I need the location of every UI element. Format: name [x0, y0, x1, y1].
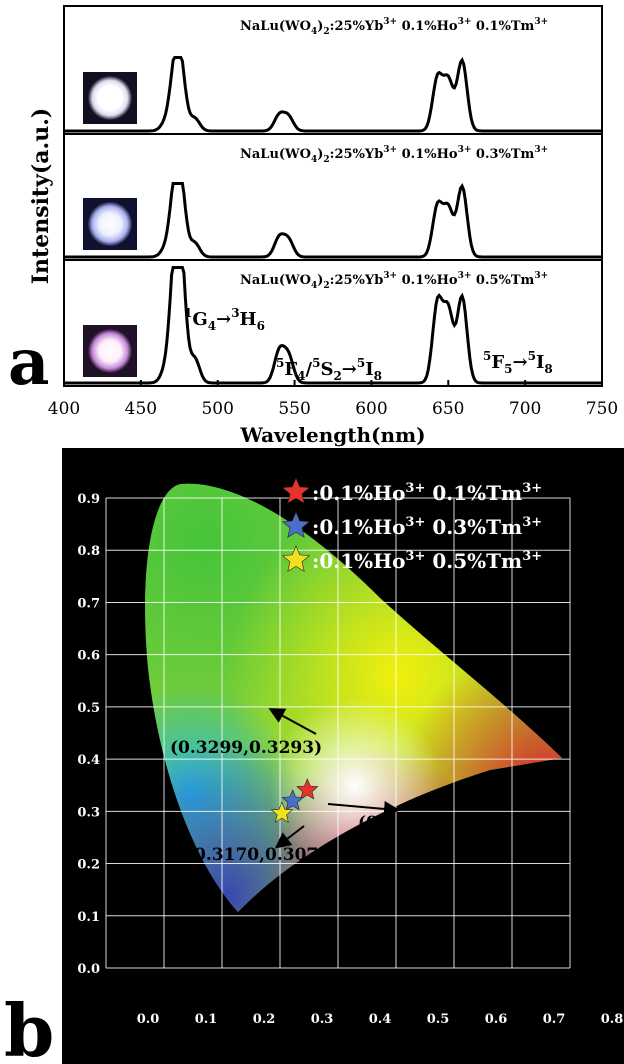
svg-text:NaLu(WO4)2:25%Yb3+ 0.1%Ho3+ 0.: NaLu(WO4)2:25%Yb3+ 0.1%Ho3+ 0.1%Tm3+ — [240, 17, 548, 37]
legend-label-1: :0.1%Ho3+ 0.1%Tm3+ — [312, 481, 542, 505]
legend-star-2 — [281, 511, 311, 538]
data-point-star-1 — [296, 778, 319, 800]
x-tick-label: 0.8 — [601, 1012, 624, 1027]
x-tick-label: 600 — [355, 399, 387, 419]
legend-label-3: :0.1%Ho3+ 0.5%Tm3+ — [312, 549, 542, 573]
x-tick-label: 0.1 — [195, 1012, 218, 1027]
x-tick-label: 0.0 — [137, 1012, 160, 1027]
spectrum-line-2 — [64, 182, 602, 259]
y-tick-label: 0.8 — [77, 544, 100, 559]
x-tick-label: 0.7 — [543, 1012, 566, 1027]
x-tick-label: 750 — [586, 399, 618, 419]
y-tick-label: 0.4 — [77, 753, 100, 768]
transition-label-blue: 1G4→3H6 — [184, 306, 265, 333]
x-tick-label: 650 — [432, 399, 464, 419]
transition-label-red: 5F5→5I8 — [483, 349, 553, 376]
cie-diagram: 0.0 0.1 0.2 0.3 0.4 0.5 0.6 0.7 0.8 0.9 0.0 0.1 0.2 0… — [4, 448, 624, 1064]
legend-star-1 — [281, 477, 311, 504]
legend: :0.1%Ho3+ 0.1%Tm3+ :0.1%Ho3+ 0.3%Tm3+ :0.1… — [281, 477, 542, 573]
spectrum-line-1 — [64, 56, 602, 133]
x-tick-label: 500 — [201, 399, 233, 419]
x-tick-label: 0.4 — [369, 1012, 392, 1027]
panel-label-b: b — [4, 988, 54, 1064]
x-tick-label: 0.3 — [311, 1012, 334, 1027]
y-tick-label: 0.0 — [77, 962, 100, 977]
chromaticity-points — [270, 778, 319, 823]
emission-spectra-chart: NaLu(WO4)2:25%Yb3+ 0.1%Ho3+ 0.1%Tm3+ NaL… — [8, 5, 618, 447]
x-axis-ticks: 400 450 500 550 600 650 700 750 — [48, 380, 618, 419]
y-tick-label: 0.1 — [77, 910, 100, 925]
sample-photo-3 — [83, 325, 137, 377]
transition-label-green: 5F4/5S2→5I8 — [276, 356, 382, 383]
x-tick-label: 0.2 — [253, 1012, 276, 1027]
x-tick-label: 0.5 — [427, 1012, 450, 1027]
y-axis-title: Intensity(a.u.) — [28, 108, 54, 285]
spectra-group — [64, 56, 602, 385]
sample-photo-2 — [83, 198, 137, 250]
legend-star-3 — [281, 545, 311, 572]
data-point-star-3 — [270, 801, 294, 823]
annotation-label-1: (0.3299,0.3293) — [170, 738, 322, 758]
x-tick-label: 450 — [125, 399, 157, 419]
panel-label-a: a — [8, 325, 49, 400]
svg-text:NaLu(WO4)2:25%Yb3+ 0.1%Ho3+ 0.: NaLu(WO4)2:25%Yb3+ 0.1%Ho3+ 0.3%Tm3+ — [240, 145, 548, 165]
annotation-arrow-3 — [274, 825, 305, 849]
legend-label-2: :0.1%Ho3+ 0.3%Tm3+ — [312, 515, 542, 539]
cie-axis-ticks: 0.0 0.1 0.2 0.3 0.4 0.5 0.6 0.7 0.8 0.9 0.0 0.1 0.2 0… — [77, 492, 623, 1027]
y-tick-label: 0.2 — [77, 858, 100, 873]
x-axis-title: Wavelength(nm) — [239, 423, 425, 447]
x-tick-label: 0.6 — [485, 1012, 508, 1027]
x-tick-label: 400 — [48, 399, 80, 419]
coordinate-annotations: (0.3299,0.3293) (0.3219,0.3199) (0.3170,0.… — [170, 708, 510, 865]
y-tick-label: 0.6 — [77, 649, 100, 664]
annotation-arrow-2 — [327, 800, 400, 817]
y-tick-label: 0.7 — [77, 596, 100, 611]
y-tick-label: 0.3 — [77, 805, 100, 820]
x-tick-label: 550 — [278, 399, 310, 419]
annotation-label-3: (0.3170,0.3078) — [186, 845, 338, 865]
annotation-arrow-1 — [268, 708, 317, 735]
sample-label-3: NaLu(WO4)2:25%Yb3+ 0.1%Ho3+ 0.5%Tm3+ — [240, 271, 548, 291]
svg-text:NaLu(WO4)2:25%Yb3+ 0.1%Ho3+ 0.: NaLu(WO4)2:25%Yb3+ 0.1%Ho3+ 0.5%Tm3+ — [240, 271, 548, 291]
annotation-label-2: (0.3219,0.3199) — [358, 813, 510, 833]
y-tick-label: 0.5 — [77, 701, 100, 716]
sample-label-1: NaLu(WO4)2:25%Yb3+ 0.1%Ho3+ 0.1%Tm3+ — [240, 17, 548, 37]
y-tick-label: 0.9 — [77, 492, 100, 507]
x-tick-label: 700 — [509, 399, 541, 419]
spectrum-line-3 — [64, 266, 602, 385]
plot-frame — [63, 5, 603, 387]
cie-grid — [105, 497, 571, 969]
data-point-star-2 — [281, 789, 304, 811]
sample-photo-1 — [83, 72, 137, 124]
sample-label-2: NaLu(WO4)2:25%Yb3+ 0.1%Ho3+ 0.3%Tm3+ — [240, 145, 548, 165]
